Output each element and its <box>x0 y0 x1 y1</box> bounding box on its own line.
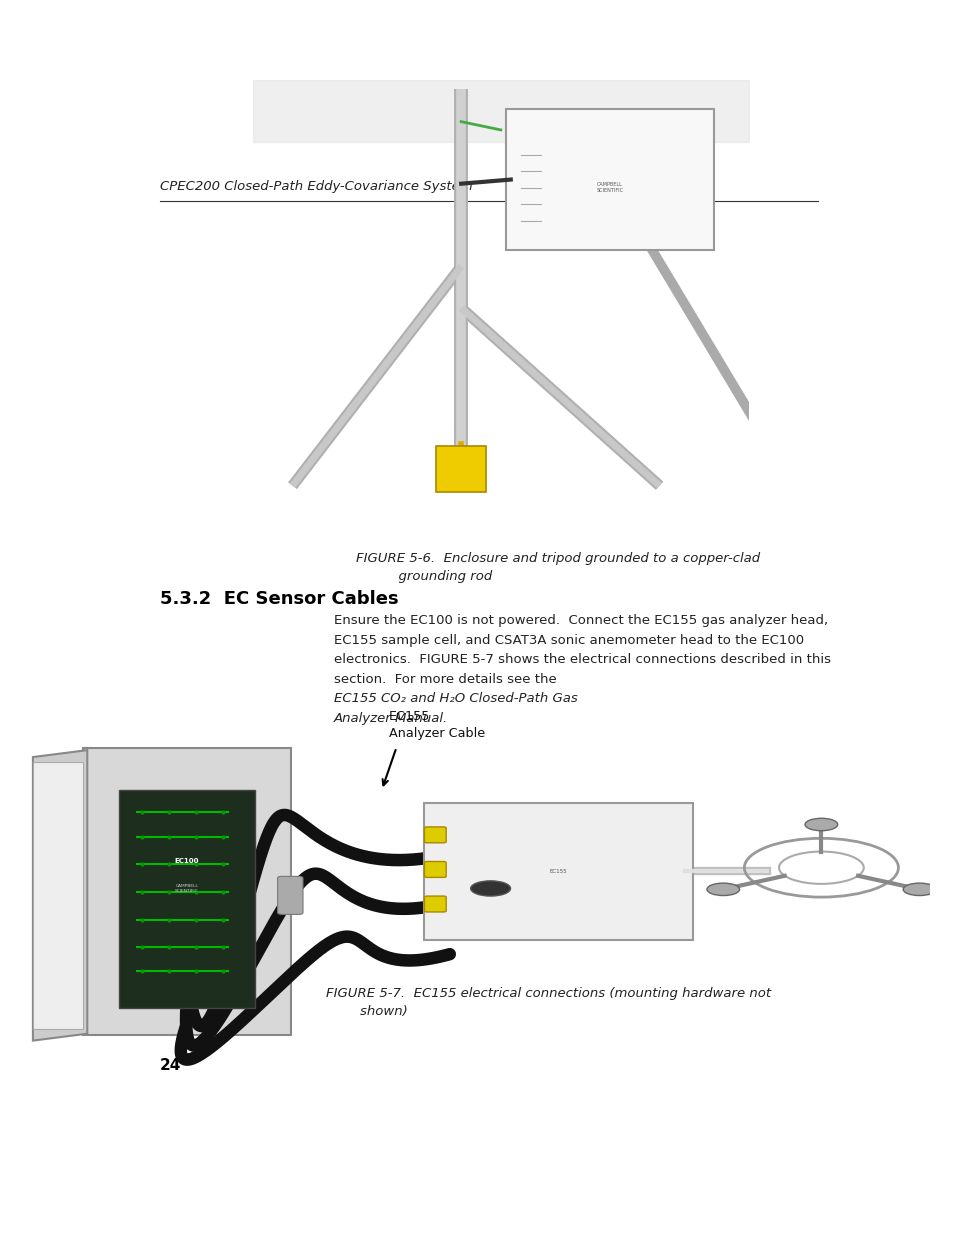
Circle shape <box>470 881 510 897</box>
Text: section.  For more details see the: section. For more details see the <box>334 673 560 685</box>
Text: EC155 Sample-cell Cable: EC155 Sample-cell Cable <box>499 876 660 888</box>
FancyBboxPatch shape <box>277 877 303 914</box>
Text: FIGURE 5-6.  Enclosure and tripod grounded to a copper-clad
          grounding : FIGURE 5-6. Enclosure and tripod grounde… <box>355 552 760 583</box>
Text: 24: 24 <box>160 1057 181 1072</box>
Text: CAMPBELL
SCIENTIFIC: CAMPBELL SCIENTIFIC <box>596 183 623 193</box>
FancyBboxPatch shape <box>505 109 714 249</box>
Text: CSAT3A Cable: CSAT3A Cable <box>462 899 553 911</box>
FancyBboxPatch shape <box>83 748 291 1035</box>
Text: FIGURE 5-7.  EC155 electrical connections (mounting hardware not
        shown): FIGURE 5-7. EC155 electrical connections… <box>326 987 771 1018</box>
FancyBboxPatch shape <box>424 803 692 940</box>
Text: CPEC200 Closed-Path Eddy-Covariance System: CPEC200 Closed-Path Eddy-Covariance Syst… <box>160 180 472 193</box>
Polygon shape <box>32 750 88 1041</box>
FancyBboxPatch shape <box>424 827 446 842</box>
Circle shape <box>706 883 739 895</box>
Text: EC155 CO₂ and H₂O Closed-Path Gas: EC155 CO₂ and H₂O Closed-Path Gas <box>334 692 577 705</box>
Text: electronics.  FIGURE 5-7 shows the electrical connections described in this: electronics. FIGURE 5-7 shows the electr… <box>334 653 830 666</box>
Text: Ensure the EC100 is not powered.  Connect the EC155 gas analyzer head,: Ensure the EC100 is not powered. Connect… <box>334 614 827 627</box>
Text: EC155 sample cell, and CSAT3A sonic anemometer head to the EC100: EC155 sample cell, and CSAT3A sonic anem… <box>334 634 803 647</box>
Text: EC155
Analyzer Cable: EC155 Analyzer Cable <box>389 710 485 740</box>
FancyBboxPatch shape <box>424 862 446 877</box>
Text: EC100: EC100 <box>174 858 199 863</box>
FancyBboxPatch shape <box>436 446 485 492</box>
Text: Analyzer Manual.: Analyzer Manual. <box>334 711 448 725</box>
FancyBboxPatch shape <box>119 790 254 1008</box>
Text: 5.3.2  EC Sensor Cables: 5.3.2 EC Sensor Cables <box>160 590 398 609</box>
Circle shape <box>804 819 837 831</box>
Text: EC155: EC155 <box>549 868 567 873</box>
FancyBboxPatch shape <box>424 897 446 911</box>
FancyBboxPatch shape <box>32 762 83 1029</box>
Circle shape <box>902 883 935 895</box>
Text: CAMPBELL
SCIENTIFIC: CAMPBELL SCIENTIFIC <box>175 884 198 893</box>
